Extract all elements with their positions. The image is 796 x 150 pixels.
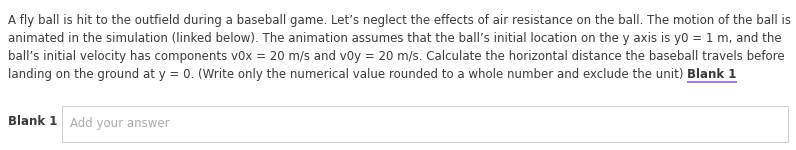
Text: Blank 1: Blank 1	[8, 115, 57, 128]
Text: Add your answer: Add your answer	[70, 117, 170, 130]
FancyBboxPatch shape	[62, 106, 788, 142]
Text: landing on the ground at y = 0. (Write only the numerical value rounded to a who: landing on the ground at y = 0. (Write o…	[8, 68, 687, 81]
Text: ball’s initial velocity has components v0x = 20 m/s and v0y = 20 m/s. Calculate : ball’s initial velocity has components v…	[8, 50, 785, 63]
Text: animated in the simulation (linked below). The animation assumes that the ball’s: animated in the simulation (linked below…	[8, 32, 782, 45]
Text: Blank 1: Blank 1	[687, 68, 736, 81]
Text: A fly ball is hit to the outfield during a baseball game. Let’s neglect the effe: A fly ball is hit to the outfield during…	[8, 14, 791, 27]
